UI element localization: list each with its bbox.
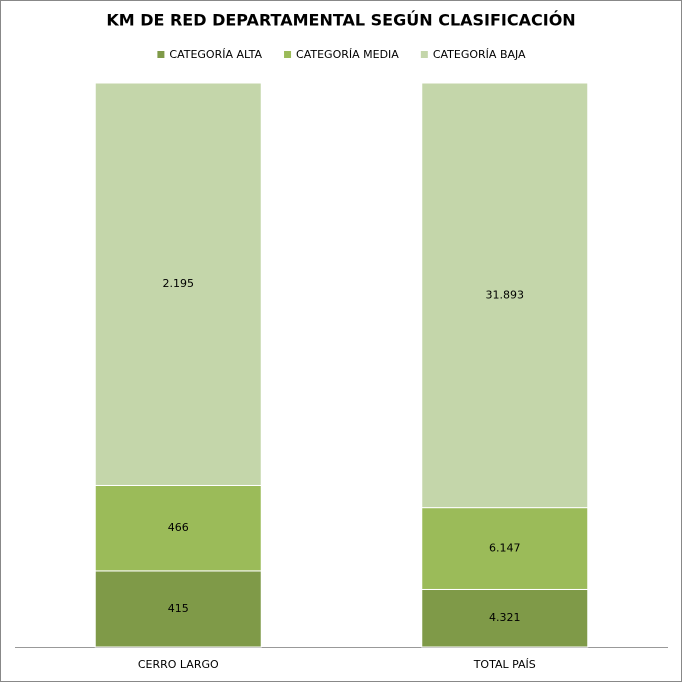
bar-segment	[421, 82, 589, 509]
legend-swatch	[420, 51, 428, 58]
bar-segment	[94, 570, 262, 648]
legend-swatch	[284, 51, 292, 58]
data-label: 466	[168, 521, 189, 534]
bar-segment	[94, 82, 262, 486]
data-label: 2.195	[163, 277, 195, 290]
legend-label: CATEGORÍA BAJA	[433, 48, 526, 61]
x-tick-label: CERRO LARGO	[138, 658, 219, 671]
legend-label: CATEGORÍA ALTA	[169, 48, 262, 61]
legend-swatch	[157, 51, 165, 58]
data-label: 31.893	[486, 288, 525, 301]
data-label: 4.321	[489, 611, 521, 624]
data-label: 415	[168, 602, 189, 615]
bar-segment	[421, 588, 589, 648]
legend-label: CATEGORÍA MEDIA	[296, 48, 399, 61]
bar-segment	[421, 507, 589, 590]
chart-title: KM DE RED DEPARTAMENTAL SEGÚN CLASIFICAC…	[106, 11, 575, 30]
x-tick-label: TOTAL PAÍS	[473, 658, 536, 671]
data-label: 6.147	[489, 542, 521, 555]
